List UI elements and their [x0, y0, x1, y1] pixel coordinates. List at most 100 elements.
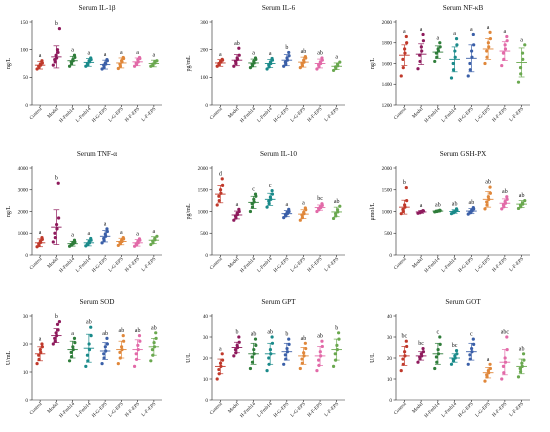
- data-point: [40, 59, 44, 63]
- data-point: [121, 334, 125, 338]
- y-tick-label: 1500: [382, 188, 393, 194]
- y-tick-label: 0: [25, 398, 28, 404]
- x-tick-label: L-G-EPS: [108, 257, 125, 274]
- y-tick-label: 0: [205, 398, 208, 404]
- significance-letter: ab: [485, 180, 491, 186]
- x-tick-label: H-G-EPS: [91, 107, 108, 124]
- data-point: [53, 339, 57, 343]
- significance-letter: a: [104, 52, 107, 58]
- significance-letter: a: [285, 202, 288, 208]
- significance-letter: a: [88, 231, 91, 237]
- y-tick-label: 2000: [382, 20, 393, 26]
- x-tick-label: Model: [412, 256, 425, 269]
- data-point: [433, 366, 437, 371]
- significance-letter: b: [55, 176, 58, 182]
- x-tick-label: L-F-EPS: [141, 402, 157, 418]
- data-point: [401, 57, 405, 61]
- significance-letter: a: [302, 201, 305, 207]
- significance-letter: b: [285, 332, 288, 338]
- x-tick-label: H-Fmb14: [59, 402, 77, 420]
- data-point: [449, 76, 454, 80]
- x-tick-label: L-F-EPS: [324, 257, 340, 273]
- y-tick-label: 40: [387, 314, 393, 320]
- y-axis-label: U/L: [370, 353, 376, 363]
- data-point: [287, 337, 291, 341]
- significance-letter: ab: [86, 320, 92, 326]
- data-point: [105, 336, 109, 340]
- data-point: [40, 236, 44, 240]
- data-point: [265, 369, 269, 373]
- significance-letter: a: [269, 51, 272, 57]
- data-point: [505, 34, 509, 39]
- data-point: [84, 364, 88, 368]
- x-tick-label: L-G-EPS: [475, 257, 492, 274]
- data-point: [121, 55, 125, 60]
- significance-letter: a: [520, 37, 523, 43]
- x-tick-label: H-G-EPS: [458, 402, 475, 419]
- significance-letter: b: [55, 21, 58, 27]
- significance-letter: c: [269, 183, 272, 189]
- significance-letter: a: [120, 50, 123, 56]
- data-point: [53, 336, 57, 340]
- x-tick-label: H-F-EPS: [307, 402, 324, 419]
- significance-letter: abc: [501, 330, 510, 336]
- significance-letter: a: [136, 50, 139, 56]
- significance-letter: a: [153, 53, 156, 59]
- x-tick-label: L-G-EPS: [290, 257, 307, 274]
- x-tick-label: L-G-EPS: [290, 107, 307, 124]
- data-point: [454, 37, 459, 41]
- significance-letter: a: [71, 233, 74, 239]
- data-point: [37, 353, 41, 357]
- x-tick-label: Model: [228, 401, 241, 414]
- x-tick-label: H-Fmb14: [424, 107, 442, 125]
- data-point: [485, 373, 489, 377]
- significance-letter: a: [120, 230, 123, 236]
- chart-panel: Serum GOT U/L 0 10 20 30 40 Control Model H-Fmb14…: [370, 298, 530, 419]
- data-point: [516, 375, 521, 379]
- data-point: [89, 325, 93, 329]
- chart-panel: Serum IL-10 pg/mL 0 500 1000 1500 2000 Control M…: [186, 150, 345, 274]
- data-point: [500, 63, 504, 68]
- data-point: [501, 51, 506, 55]
- x-tick-label: H-G-EPS: [273, 402, 290, 419]
- x-tick-label: H-F-EPS: [125, 107, 142, 124]
- significance-letter: ab: [519, 193, 525, 199]
- y-tick-label: 1000: [382, 209, 393, 215]
- chart-title: Serum IL-10: [260, 150, 297, 158]
- data-point: [232, 64, 236, 68]
- data-point: [405, 199, 409, 203]
- data-point: [100, 362, 104, 366]
- significance-letter: ab: [135, 328, 141, 334]
- data-point: [57, 320, 62, 324]
- x-tick-label: Model: [47, 256, 60, 269]
- x-tick-label: L-Fmb14: [75, 402, 92, 419]
- data-point: [253, 337, 258, 341]
- x-tick-label: H-G-EPS: [273, 257, 290, 274]
- data-point: [505, 195, 509, 199]
- data-point: [283, 353, 287, 357]
- data-point: [267, 356, 271, 360]
- x-tick-label: Control: [393, 256, 408, 271]
- y-tick-label: 0: [389, 253, 392, 259]
- data-point: [416, 360, 420, 364]
- x-tick-label: L-G-EPS: [108, 402, 125, 419]
- data-point: [105, 342, 109, 346]
- data-point: [105, 227, 109, 231]
- data-point: [51, 63, 55, 67]
- data-point: [485, 200, 489, 204]
- y-axis-label: pg/mL: [186, 55, 192, 71]
- y-tick-label: 10: [203, 377, 209, 383]
- y-tick-label: 1000: [198, 209, 209, 215]
- x-tick-label: Model: [47, 401, 60, 414]
- x-tick-label: L-F-EPS: [141, 107, 157, 123]
- data-point: [55, 48, 60, 52]
- data-point: [250, 355, 254, 359]
- data-point: [121, 236, 125, 240]
- significance-letter: a: [403, 29, 406, 35]
- x-tick-label: H-F-EPS: [492, 257, 509, 274]
- significance-letter: a: [504, 29, 507, 35]
- x-tick-label: L-F-EPS: [324, 107, 340, 123]
- y-tick-label: 4000: [18, 166, 29, 172]
- significance-letter: ab: [502, 189, 508, 195]
